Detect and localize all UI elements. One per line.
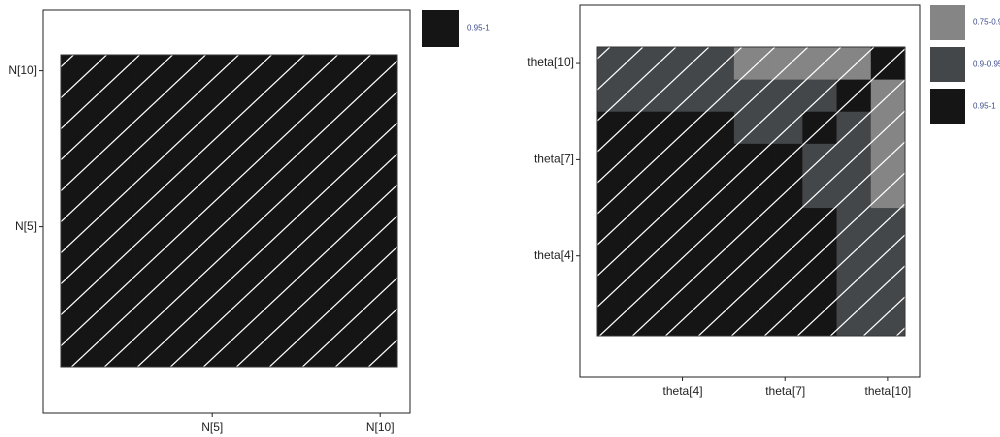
x-tick-label: theta[10] xyxy=(865,384,912,398)
y-tick-label: N[10] xyxy=(8,63,37,77)
legend-swatch xyxy=(930,47,965,82)
x-tick-label: theta[4] xyxy=(663,384,703,398)
legend-label: 0.75-0.9 xyxy=(973,18,1000,27)
x-tick-label: N[10] xyxy=(366,420,395,434)
hatch xyxy=(596,46,906,337)
y-tick-label: theta[10] xyxy=(527,55,574,69)
x-tick-label: N[5] xyxy=(201,420,223,434)
legend-swatch xyxy=(930,5,965,40)
panel-border xyxy=(579,4,921,378)
legend-label: 0.95-1 xyxy=(973,102,996,111)
legend-swatch xyxy=(930,89,965,124)
legend-label: 0.95-1 xyxy=(467,24,490,33)
y-tick-label: theta[7] xyxy=(534,152,574,166)
panel-border xyxy=(42,9,411,414)
legend-label: 0.9-0.95 xyxy=(973,60,1000,69)
hatch xyxy=(60,54,398,368)
legend-swatch xyxy=(422,10,459,47)
y-tick-label: N[5] xyxy=(15,219,37,233)
x-tick-label: theta[7] xyxy=(765,384,805,398)
y-tick-label: theta[4] xyxy=(534,248,574,262)
